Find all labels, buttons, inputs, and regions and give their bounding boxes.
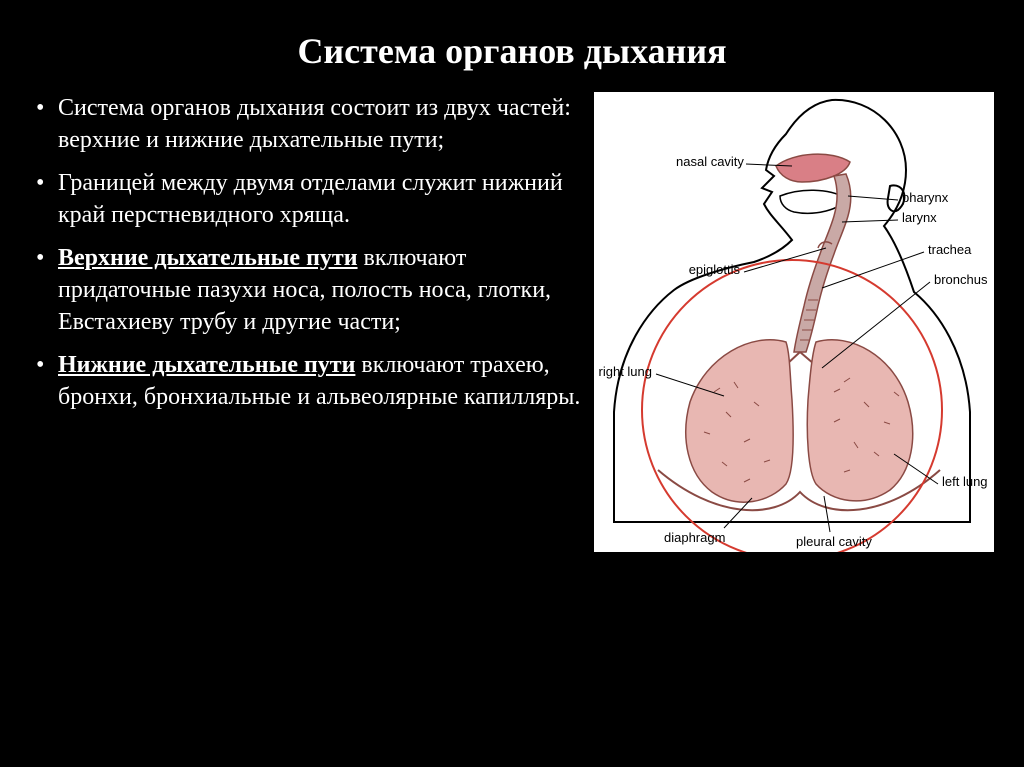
label-left-lung: left lung (942, 474, 988, 489)
bullet-item: Границей между двумя отделами служит ниж… (30, 167, 586, 232)
label-epiglottis: epiglottis (689, 262, 741, 277)
bullet-item: Система органов дыхания состоит из двух … (30, 92, 586, 157)
bullet-rest: Границей между двумя отделами служит ниж… (58, 170, 563, 228)
slide: Система органов дыхания Система органов … (0, 0, 1024, 767)
bullet-lead: Нижние дыхательные пути (58, 352, 355, 378)
bullet-rest: Система органов дыхания состоит из двух … (58, 95, 571, 153)
label-pharynx: pharynx (902, 190, 949, 205)
label-trachea: trachea (928, 242, 972, 257)
label-bronchus: bronchus (934, 272, 988, 287)
bullet-lead: Верхние дыхательные пути (58, 245, 358, 271)
bullet-item: Верхние дыхательные пути включают придат… (30, 242, 586, 339)
content-row: Система органов дыхания состоит из двух … (30, 92, 994, 552)
respiratory-diagram: nasal cavity pharynx larynx trachea bron… (594, 92, 994, 552)
label-larynx: larynx (902, 210, 937, 225)
text-column: Система органов дыхания состоит из двух … (30, 92, 594, 424)
label-pleural: pleural cavity (796, 534, 872, 549)
label-right-lung: right lung (599, 364, 652, 379)
label-diaphragm: diaphragm (664, 530, 725, 545)
label-nasal-cavity: nasal cavity (676, 154, 744, 169)
slide-title: Система органов дыхания (30, 30, 994, 72)
bullet-item: Нижние дыхательные пути включают трахею,… (30, 349, 586, 414)
diagram-column: nasal cavity pharynx larynx trachea bron… (594, 92, 994, 552)
bullet-list: Система органов дыхания состоит из двух … (30, 92, 586, 414)
